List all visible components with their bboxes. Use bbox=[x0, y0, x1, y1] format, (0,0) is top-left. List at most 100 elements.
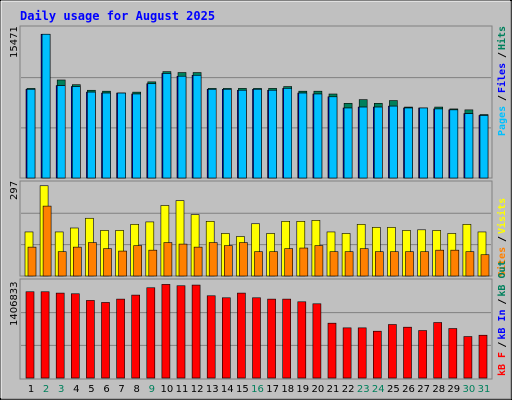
sites-bar bbox=[103, 248, 112, 277]
pages-bar bbox=[177, 75, 187, 179]
pages-bar bbox=[479, 115, 489, 179]
y-max-label-hits: 15471 bbox=[9, 26, 20, 58]
x-tick-label: 27 bbox=[417, 384, 430, 395]
pages-bar bbox=[268, 89, 277, 179]
sites-bar bbox=[359, 248, 369, 277]
sites-bar bbox=[284, 248, 294, 277]
x-tick-label: 3 bbox=[58, 384, 64, 395]
pages-bar bbox=[72, 86, 81, 179]
sites-bar bbox=[239, 242, 248, 277]
pages-bar bbox=[41, 33, 51, 179]
y-max-label-kbytes: 1406833 bbox=[9, 281, 20, 326]
kbytes-bar bbox=[40, 291, 50, 379]
x-tick-label: 25 bbox=[387, 384, 400, 395]
x-tick-label: 19 bbox=[296, 384, 309, 395]
legend-separator: / bbox=[497, 95, 508, 101]
chart-title: Daily usage for August 2025 bbox=[20, 9, 215, 23]
kbytes-bar bbox=[297, 301, 307, 379]
sites-bar bbox=[42, 205, 52, 277]
sites-bar bbox=[465, 251, 475, 277]
kbytes-bar bbox=[478, 334, 488, 379]
pages-bar bbox=[117, 92, 126, 179]
sites-bar bbox=[208, 242, 218, 277]
pages-bar bbox=[313, 93, 323, 179]
pages-bar bbox=[434, 108, 444, 179]
kbytes-bar bbox=[448, 328, 458, 379]
x-tick-label: 16 bbox=[251, 384, 264, 395]
sites-bar bbox=[73, 246, 82, 277]
kbytes-bar bbox=[161, 284, 171, 379]
pages-bar bbox=[449, 109, 459, 179]
legend-pages: Pages bbox=[497, 106, 508, 136]
kbytes-bar bbox=[86, 300, 95, 379]
legend-kb-f: kB F bbox=[497, 352, 508, 376]
x-tick-label: 4 bbox=[73, 384, 79, 395]
kbytes-bar bbox=[418, 330, 427, 379]
kbytes-bar bbox=[342, 327, 352, 379]
x-tick-label: 1 bbox=[28, 384, 34, 395]
x-tick-label: 21 bbox=[327, 384, 340, 395]
kbytes-bar bbox=[191, 284, 201, 379]
kbytes-bar bbox=[327, 322, 337, 379]
x-tick-label: 2 bbox=[43, 384, 49, 395]
legends: Pages / Files / Hits Sites / Visits kB F / kB In / k… bbox=[496, 26, 508, 376]
pages-bar bbox=[147, 83, 157, 179]
x-tick-label: 30 bbox=[463, 384, 476, 395]
kbytes-bar bbox=[388, 324, 397, 379]
kbytes-bar bbox=[267, 298, 276, 379]
pages-bar bbox=[404, 107, 413, 179]
kbytes-bar bbox=[25, 291, 35, 379]
sites-bar bbox=[118, 250, 127, 277]
pages-bar bbox=[223, 89, 232, 179]
pages-bar bbox=[132, 93, 141, 179]
x-tick-label: 18 bbox=[281, 384, 294, 395]
legend-separator: / bbox=[497, 236, 508, 242]
sites-bar bbox=[435, 249, 445, 277]
kbytes-bar bbox=[55, 292, 65, 379]
sites-bar bbox=[57, 251, 67, 277]
sites-bar bbox=[299, 247, 309, 277]
x-tick-label: 5 bbox=[88, 384, 94, 395]
bars bbox=[24, 33, 490, 379]
y-max-label-visits: 297 bbox=[9, 181, 20, 200]
sites-bar bbox=[390, 251, 399, 277]
legend-visits: Visits bbox=[496, 198, 508, 234]
pages-bar bbox=[328, 96, 338, 179]
kbytes-bar bbox=[222, 297, 231, 379]
pages-bar bbox=[298, 92, 308, 179]
kbytes-bar bbox=[433, 322, 443, 379]
pages-bar bbox=[87, 91, 96, 179]
x-tick-label: 12 bbox=[191, 384, 204, 395]
x-tick-label: 26 bbox=[402, 384, 415, 395]
kbytes-bar bbox=[206, 295, 216, 379]
legend-sites: Sites bbox=[496, 247, 508, 277]
x-tick-label: 22 bbox=[342, 384, 355, 395]
sites-bar bbox=[27, 246, 37, 277]
x-tick-label: 8 bbox=[134, 384, 140, 395]
x-tick-label: 14 bbox=[221, 384, 234, 395]
kbytes-bar bbox=[71, 293, 80, 379]
sites-bar bbox=[405, 251, 414, 277]
x-tick-label: 13 bbox=[206, 384, 219, 395]
legend-kb-in: kB In bbox=[497, 309, 508, 339]
kbytes-bar bbox=[282, 298, 292, 379]
sites-bar bbox=[254, 251, 263, 277]
kbytes-bar bbox=[146, 287, 156, 379]
pages-bar bbox=[162, 73, 172, 179]
pages-bar bbox=[56, 85, 66, 179]
sites-bar bbox=[314, 245, 324, 277]
pages-bar bbox=[373, 106, 383, 179]
pages-bar bbox=[26, 89, 36, 179]
sites-bar bbox=[420, 251, 429, 277]
pages-bar bbox=[283, 88, 293, 179]
sites-bar bbox=[224, 245, 233, 277]
x-tick-label: 9 bbox=[149, 384, 155, 395]
sites-bar bbox=[163, 242, 173, 277]
x-tick-label: 7 bbox=[118, 384, 124, 395]
x-axis-labels: 1 2 3 4 5 6 7 8 9 10 11 12 13 14 15 16 17 18 19 20 21 22 23 24 2… bbox=[28, 384, 491, 395]
sites-bar bbox=[193, 246, 203, 277]
x-tick-label: 11 bbox=[176, 384, 189, 395]
kbytes-bar bbox=[237, 292, 246, 379]
x-tick-label: 23 bbox=[357, 384, 370, 395]
x-tick-label: 20 bbox=[312, 384, 325, 395]
